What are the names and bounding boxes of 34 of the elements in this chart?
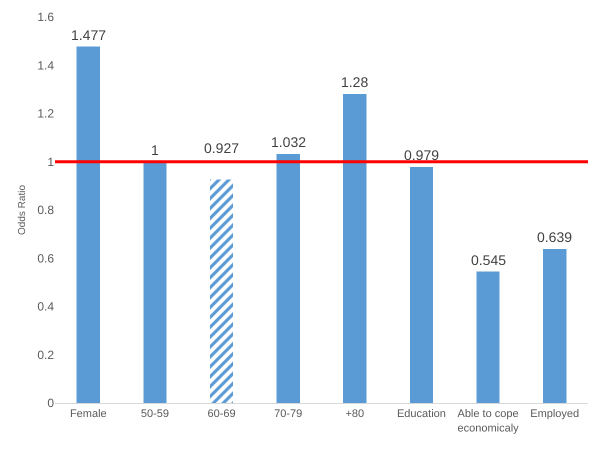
bar (343, 94, 366, 403)
y-tick-label: 1.2 (37, 106, 54, 121)
y-tick-label: 0.2 (37, 348, 54, 362)
y-tick-label: 0.8 (37, 203, 54, 218)
data-label: 1.477 (71, 27, 106, 43)
y-tick-label: 0.4 (37, 300, 54, 314)
data-label: 0.927 (204, 140, 240, 156)
y-tick-label: 0 (47, 396, 54, 410)
data-label: 1.032 (271, 134, 306, 150)
data-label: 1 (151, 142, 159, 158)
x-tick-label: Able to cope economicaly (457, 408, 520, 434)
bar (410, 166, 434, 403)
bar (476, 272, 500, 403)
data-label: 0.545 (471, 252, 506, 268)
data-label: 0.639 (537, 229, 572, 245)
bar (143, 162, 167, 403)
x-tick-label: Female (70, 408, 107, 420)
bar (76, 46, 100, 403)
bar (543, 248, 566, 403)
y-tick-label: 1.4 (37, 58, 54, 72)
x-tick-label: Education (396, 408, 446, 420)
y-tick-label: 1 (47, 154, 54, 169)
x-tick-label: Employed (530, 408, 580, 420)
x-tick-label: 70-79 (274, 408, 302, 420)
data-label: 0.979 (404, 147, 440, 163)
data-label: 1.28 (341, 74, 368, 90)
x-tick-label: 50-59 (140, 408, 170, 420)
y-axis-title: Odds Ratio (17, 184, 28, 236)
bar (276, 154, 300, 403)
y-tick-label: 1.6 (37, 10, 54, 24)
y-tick-label: 0.6 (37, 251, 54, 266)
x-tick-label: 60-69 (207, 408, 236, 420)
bar (210, 179, 234, 403)
x-tick-label: +80 (345, 408, 364, 420)
